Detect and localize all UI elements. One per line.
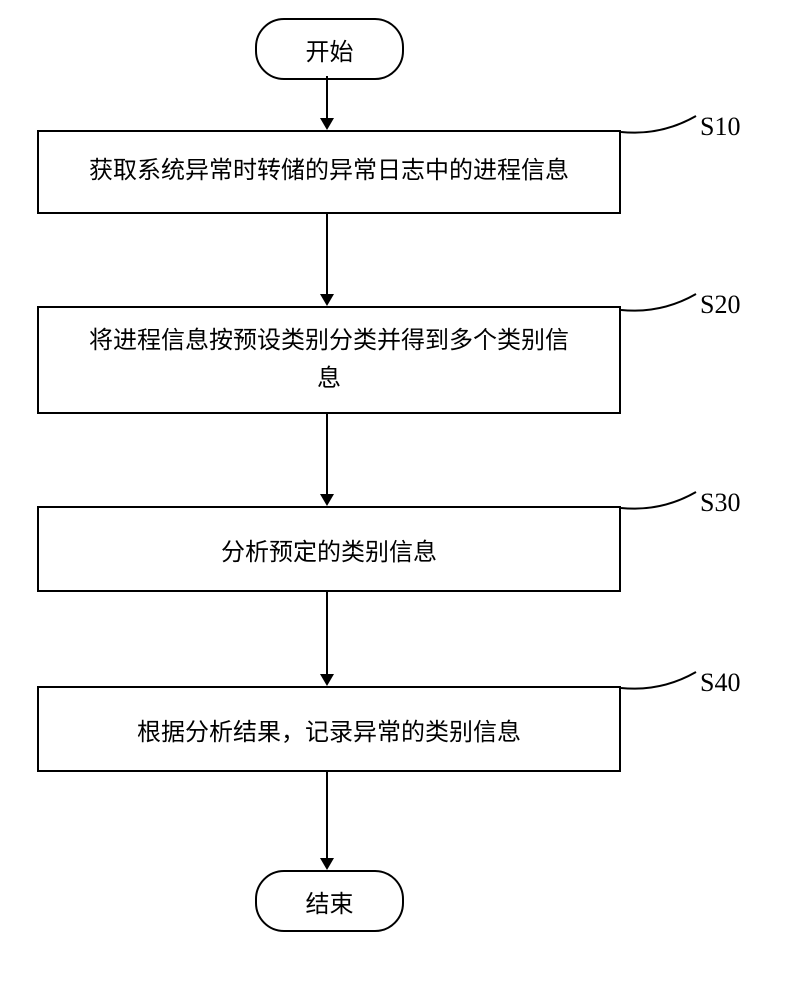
- edge-s30-s40-head: [320, 674, 334, 686]
- s30-text: 分析预定的类别信息: [221, 532, 437, 567]
- s30-label: S30: [700, 488, 740, 518]
- flowchart-canvas: 开始 获取系统异常时转储的异常日志中的进程信息 S10 将进程信息按预设类别分类…: [0, 0, 803, 1000]
- edge-s40-end-head: [320, 858, 334, 870]
- end-node: 结束: [255, 870, 404, 932]
- s20-connector: [621, 290, 701, 320]
- s30-connector: [621, 488, 701, 518]
- end-text: 结束: [306, 884, 354, 919]
- s40-node: 根据分析结果，记录异常的类别信息: [37, 686, 621, 772]
- edge-s30-s40: [326, 592, 328, 674]
- edge-start-s10-head: [320, 118, 334, 130]
- start-node: 开始: [255, 18, 404, 80]
- s10-text: 获取系统异常时转储的异常日志中的进程信息: [89, 155, 569, 189]
- start-text: 开始: [306, 32, 354, 67]
- edge-start-s10: [326, 76, 328, 118]
- s10-label: S10: [700, 112, 740, 142]
- s20-node: 将进程信息按预设类别分类并得到多个类别信 息: [37, 306, 621, 414]
- s40-connector: [621, 668, 701, 698]
- s10-node: 获取系统异常时转储的异常日志中的进程信息: [37, 130, 621, 214]
- edge-s10-s20: [326, 214, 328, 294]
- edge-s20-s30: [326, 414, 328, 494]
- s30-node: 分析预定的类别信息: [37, 506, 621, 592]
- s20-label: S20: [700, 290, 740, 320]
- edge-s10-s20-head: [320, 294, 334, 306]
- s10-connector: [621, 112, 701, 142]
- s40-label: S40: [700, 668, 740, 698]
- s20-text: 将进程信息按预设类别分类并得到多个类别信 息: [89, 322, 569, 399]
- edge-s20-s30-head: [320, 494, 334, 506]
- s40-text: 根据分析结果，记录异常的类别信息: [137, 712, 521, 747]
- edge-s40-end: [326, 772, 328, 858]
